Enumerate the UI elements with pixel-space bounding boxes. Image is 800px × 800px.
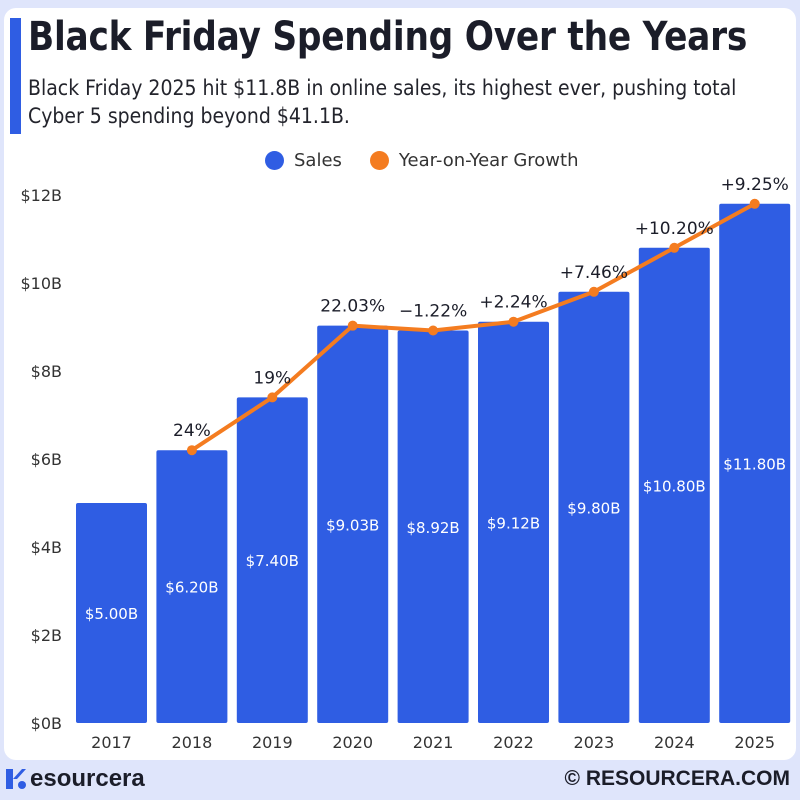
x-tick-label: 2023 [574,733,615,752]
y-tick-label: $0B [31,714,62,733]
growth-line [190,202,756,452]
brand-logo: esourcera [6,765,145,793]
x-tick-label: 2018 [172,733,213,752]
growth-point [267,392,278,403]
growth-label: 24% [173,421,211,441]
x-tick-label: 2025 [734,733,775,752]
bar-value-label: $6.20B [165,579,218,597]
y-tick-label: $10B [20,274,62,293]
page-title: Black Friday Spending Over the Years [28,14,748,60]
growth-label: +2.24% [479,293,547,313]
bar [558,291,630,723]
y-tick-label: $12B [20,186,62,205]
bar-value-label: $9.03B [326,516,379,534]
bar [478,321,549,723]
growth-point [347,320,358,331]
legend-item-sales: Sales [265,150,342,171]
x-tick-label: 2021 [413,733,454,752]
bar [317,325,389,723]
bar [638,247,710,724]
x-tick-label: 2017 [91,733,132,752]
growth-point [749,198,760,209]
y-tick-label: $8B [31,362,62,381]
bar-value-label: $7.40B [246,552,299,570]
legend-item-growth: Year-on-Year Growth [369,150,579,171]
bar-value-label: $11.80B [723,455,786,473]
y-tick-label: $2B [31,626,62,645]
growth-label: +10.20% [635,219,714,239]
legend: Sales Year-on-Year Growth [265,150,578,171]
sales-swatch-icon [265,151,284,170]
growth-label: −1.22% [399,302,467,322]
growth-point [186,445,197,456]
legend-label: Sales [294,150,342,171]
bar [397,330,469,723]
copyright: © RESOURCERA.COM [564,767,790,790]
bar-value-label: $10.80B [643,477,706,495]
y-tick-label: $4B [31,538,62,557]
x-tick-label: 2024 [654,733,695,752]
bar [236,397,308,723]
title-accent-bar [10,18,21,134]
x-tick-label: 2020 [332,733,373,752]
bar-value-label: $9.12B [487,514,540,532]
growth-point [508,316,519,327]
x-tick-label: 2019 [252,733,293,752]
bar [156,450,228,723]
legend-label: Year-on-Year Growth [398,150,579,171]
growth-point [588,286,599,297]
bar [76,503,147,723]
growth-point [428,325,439,336]
logo-icon [6,769,26,789]
growth-label: 22.03% [320,297,385,317]
bar-value-label: $8.92B [406,519,459,537]
y-tick-label: $6B [31,450,62,469]
bar-value-label: $9.80B [567,499,620,517]
x-tick-label: 2022 [493,733,534,752]
growth-point [669,242,680,253]
growth-label: +7.46% [560,263,628,283]
bar [719,203,791,724]
growth-label: 19% [253,368,291,388]
bar-value-label: $5.00B [85,605,138,623]
brand-name: esourcera [30,765,145,792]
growth-label: +9.25% [721,175,789,195]
growth-swatch-icon [369,151,389,170]
subtitle: Black Friday 2025 hit $11.8B in online s… [28,76,737,128]
